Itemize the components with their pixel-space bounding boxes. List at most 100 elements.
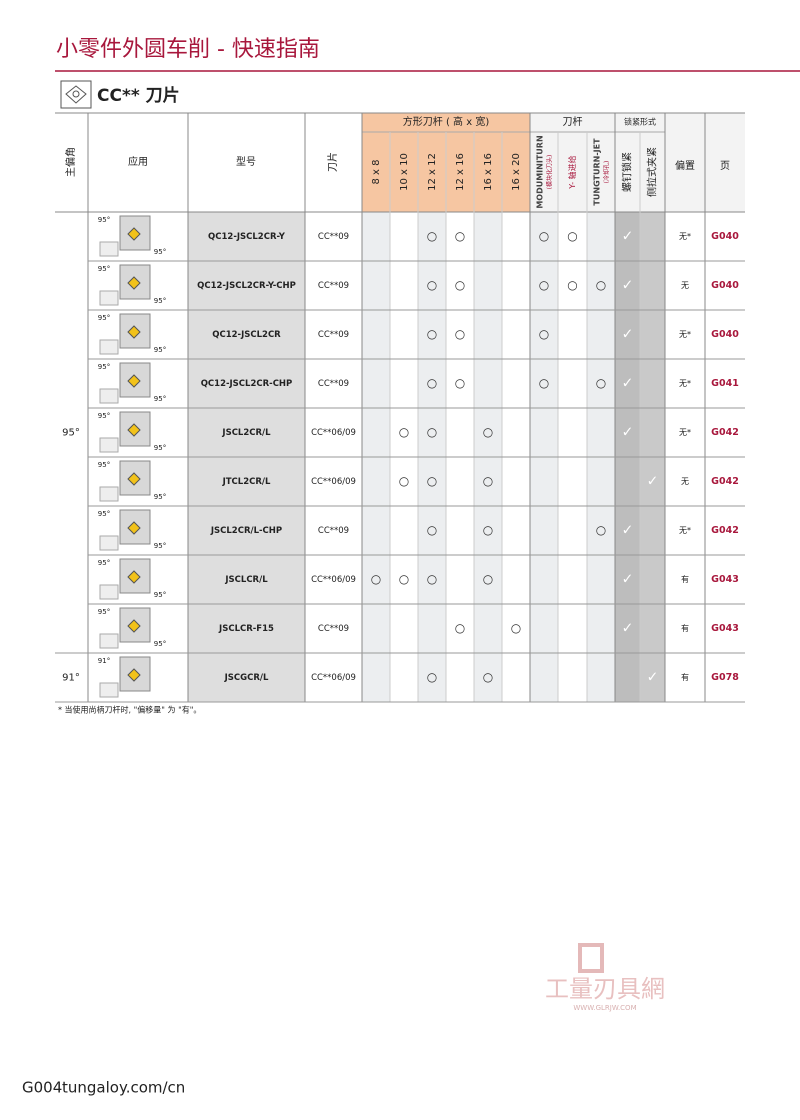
insert: CC**09 bbox=[318, 379, 349, 389]
offset: 无 bbox=[681, 281, 689, 290]
circle-mark: ○ bbox=[427, 474, 437, 488]
page-ref: G043 bbox=[711, 623, 739, 634]
circle-mark: ○ bbox=[483, 474, 493, 488]
circle-mark: ○ bbox=[483, 572, 493, 586]
column-sub: (冷却孔) bbox=[603, 161, 611, 184]
check-mark: ✓ bbox=[622, 572, 634, 588]
footer-page: G004 bbox=[22, 1079, 62, 1097]
angle: 91° bbox=[62, 673, 80, 684]
circle-mark: ○ bbox=[596, 523, 606, 537]
model: JSCLCR-F15 bbox=[218, 624, 274, 634]
insert-icon bbox=[60, 80, 92, 109]
workpiece bbox=[99, 682, 119, 698]
insert: CC**06/09 bbox=[311, 673, 356, 683]
fig-angle: 95° bbox=[154, 591, 166, 599]
page-ref: G040 bbox=[711, 329, 739, 340]
page-ref: G042 bbox=[711, 525, 739, 536]
fig-angle: 95° bbox=[98, 265, 110, 273]
model: QC12-JSCL2CR bbox=[212, 330, 281, 340]
tool-insert bbox=[127, 570, 141, 584]
tool-insert bbox=[127, 227, 141, 241]
header-size-group: 方形刀杆 ( 高 x 宽) bbox=[403, 115, 490, 128]
insert: CC**09 bbox=[318, 330, 349, 340]
circle-mark: ○ bbox=[455, 327, 465, 341]
circle-mark: ○ bbox=[427, 572, 437, 586]
fig-angle: 95° bbox=[154, 542, 166, 550]
model: JSCL2CR/L-CHP bbox=[210, 526, 282, 536]
model: JTCL2CR/L bbox=[222, 477, 271, 487]
circle-mark: ○ bbox=[596, 278, 606, 292]
fig-angle: 95° bbox=[98, 608, 110, 616]
fig-angle: 91° bbox=[98, 657, 110, 665]
insert: CC**09 bbox=[318, 232, 349, 242]
circle-mark: ○ bbox=[371, 572, 381, 586]
check-mark: ✓ bbox=[622, 425, 634, 441]
offset: 无* bbox=[679, 232, 691, 241]
insert: CC**09 bbox=[318, 281, 349, 291]
column-label: 12 x 16 bbox=[455, 153, 466, 191]
workpiece bbox=[99, 633, 119, 649]
check-mark: ✓ bbox=[622, 229, 634, 245]
page-ref: G042 bbox=[711, 427, 739, 438]
tool-insert bbox=[127, 374, 141, 388]
circle-mark: ○ bbox=[427, 670, 437, 684]
fig-angle: 95° bbox=[98, 314, 110, 322]
model: QC12-JSCL2CR-Y-CHP bbox=[197, 281, 296, 291]
column-label: 16 x 20 bbox=[511, 153, 522, 191]
column-label: TUNGTURN-JET bbox=[593, 138, 602, 206]
model: QC12-JSCL2CR-CHP bbox=[201, 379, 293, 389]
tool-insert bbox=[127, 325, 141, 339]
insert: CC**09 bbox=[318, 526, 349, 536]
circle-mark: ○ bbox=[567, 229, 577, 243]
check-mark: ✓ bbox=[622, 278, 634, 294]
offset: 无* bbox=[679, 379, 691, 388]
page-ref: G040 bbox=[711, 231, 739, 242]
insert: CC**09 bbox=[318, 624, 349, 634]
circle-mark: ○ bbox=[539, 229, 549, 243]
header-angle: 主偏角 bbox=[64, 147, 77, 177]
check-mark: ✓ bbox=[622, 327, 634, 343]
tool-insert bbox=[127, 276, 141, 290]
offset: 无* bbox=[679, 330, 691, 339]
circle-mark: ○ bbox=[427, 523, 437, 537]
fig-angle: 95° bbox=[154, 248, 166, 256]
offset: 有 bbox=[681, 574, 689, 584]
circle-mark: ○ bbox=[483, 425, 493, 439]
watermark: 工量刃具網 bbox=[545, 975, 665, 1003]
circle-mark: ○ bbox=[539, 376, 549, 390]
header-offset: 偏置 bbox=[675, 159, 695, 172]
circle-mark: ○ bbox=[427, 425, 437, 439]
check-mark: ✓ bbox=[647, 474, 659, 490]
circle-mark: ○ bbox=[539, 327, 549, 341]
offset: 无* bbox=[679, 526, 691, 535]
header-holder-group: 刀杆 bbox=[563, 116, 583, 128]
circle-mark: ○ bbox=[455, 229, 465, 243]
fig-angle: 95° bbox=[98, 412, 110, 420]
workpiece bbox=[99, 339, 119, 355]
insert-hole bbox=[72, 90, 80, 98]
angle: 95° bbox=[62, 428, 80, 439]
circle-mark: ○ bbox=[455, 278, 465, 292]
column-sub: (模块化刀头) bbox=[546, 155, 554, 190]
fig-angle: 95° bbox=[98, 216, 110, 224]
circle-mark: ○ bbox=[427, 327, 437, 341]
page-ref: G041 bbox=[711, 378, 739, 389]
fig-angle: 95° bbox=[154, 493, 166, 501]
offset: 有 bbox=[681, 623, 689, 633]
page-ref: G040 bbox=[711, 280, 739, 291]
tool-insert bbox=[127, 619, 141, 633]
watermark-url: WWW.GLRJW.COM bbox=[573, 1004, 636, 1012]
tool-insert bbox=[127, 668, 141, 682]
model: QC12-JSCL2CR-Y bbox=[208, 232, 286, 242]
tool-insert bbox=[127, 472, 141, 486]
workpiece bbox=[99, 437, 119, 453]
insert: CC**06/09 bbox=[311, 575, 356, 585]
offset: 无* bbox=[679, 428, 691, 437]
section-title: CC** 刀片 bbox=[97, 85, 180, 106]
model: JSCGCR/L bbox=[224, 673, 269, 683]
column-label: MODUMINITURN bbox=[536, 135, 545, 208]
workpiece bbox=[99, 290, 119, 306]
circle-mark: ○ bbox=[399, 425, 409, 439]
page-ref: G078 bbox=[711, 672, 739, 683]
workpiece bbox=[99, 241, 119, 257]
